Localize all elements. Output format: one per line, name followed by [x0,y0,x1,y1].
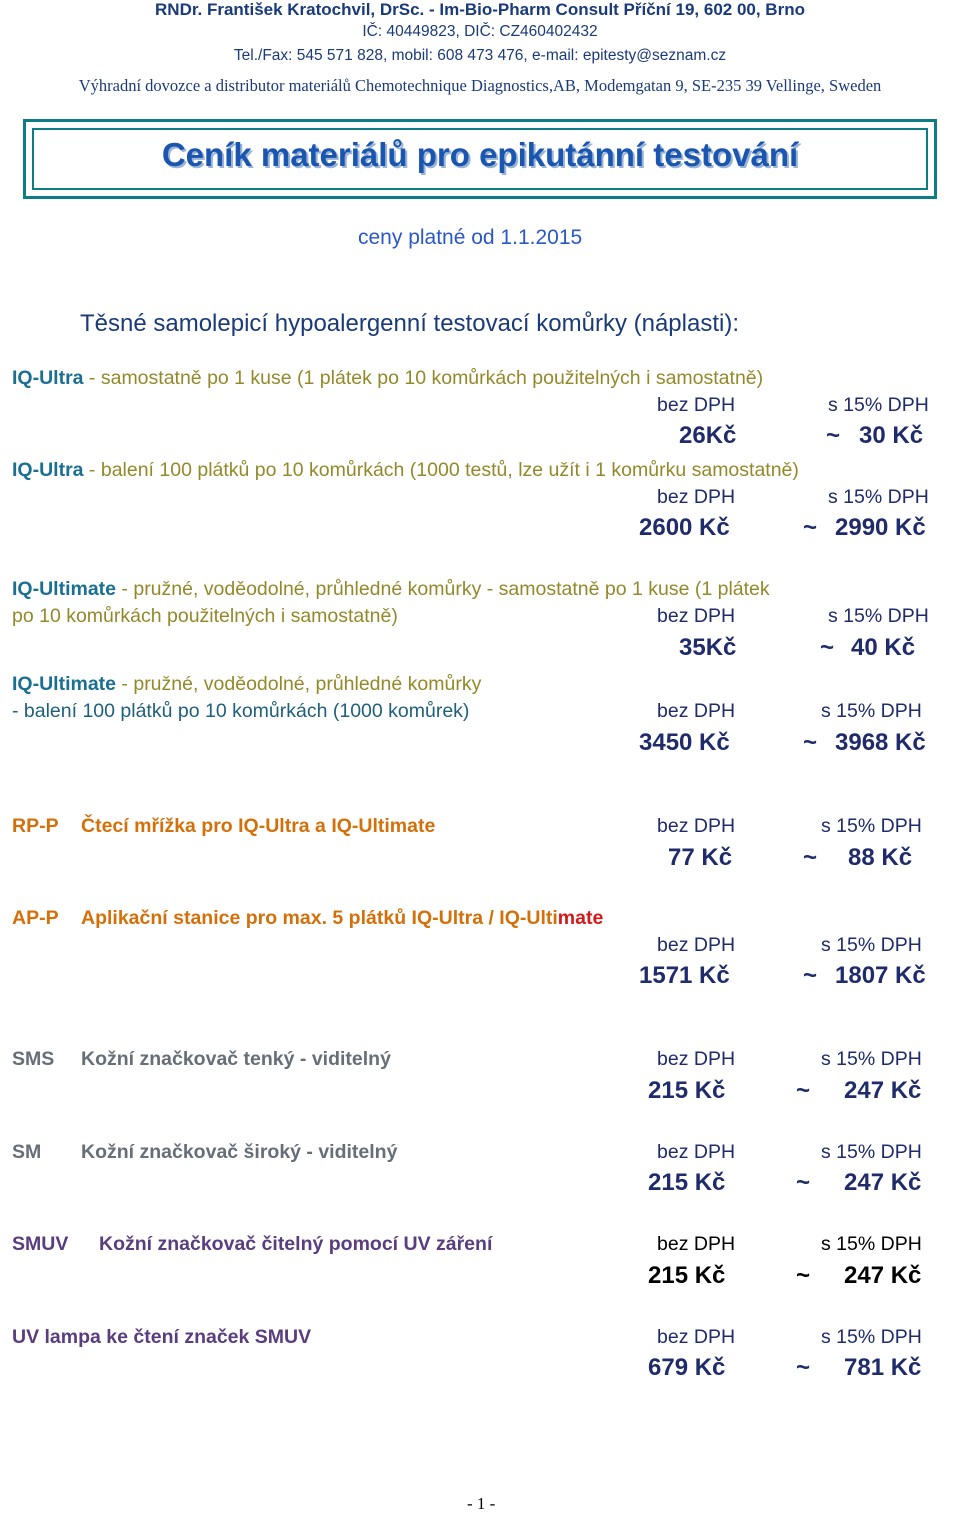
gross-label: s 15% DPH [821,934,922,956]
item-code: SMS [12,1048,55,1070]
gross-label: s 15% DPH [821,1141,922,1163]
net-label: bez DPH [657,934,736,956]
item-description: - pružné, voděodolné, průhledné komůrky … [116,578,770,600]
item-smuv-description: Kožní značkovač čitelný pomocí UV záření [99,1233,493,1255]
item-iq-ultimate-pack: IQ-Ultimate - pružné, voděodolné, průhle… [12,673,481,696]
header-distributor-line: Výhradní dovozce a distributor materiálů… [78,76,882,95]
item-code: IQ-Ultimate [12,578,117,600]
section-title: Těsné samolepicí hypoalergenní testovací… [80,310,739,337]
validity-date: ceny platné od 1.1.2015 [358,226,583,249]
gross-price: 781 Kč [844,1354,922,1381]
approx-sign: ~ [803,844,818,871]
item-iq-ultra-pack: IQ-Ultra - balení 100 plátků po 10 komůr… [12,459,799,482]
item-code: IQ-Ultra [12,367,84,389]
gross-label: s 15% DPH [821,1233,922,1255]
approx-sign: ~ [796,1169,811,1196]
gross-price: 30 Kč [859,422,924,449]
item-description-cont: - balení 100 plátků po 10 komůrkách (100… [12,700,470,722]
approx-sign: ~ [803,514,818,541]
net-label: bez DPH [657,1233,736,1255]
item-code: SMUV [12,1233,69,1255]
net-price: 3450 Kč [639,729,730,756]
net-price: 215 Kč [648,1077,726,1104]
net-price: 35Kč [679,634,737,661]
gross-price: 1807 Kč [835,962,926,989]
net-label: bez DPH [657,1326,736,1348]
gross-label: s 15% DPH [821,1048,922,1070]
item-sms-description: Kožní značkovač tenký - viditelný [81,1048,391,1070]
item-code: RP-P [12,815,59,837]
item-rp-p-description: Čtecí mřížka pro IQ-Ultra a IQ-Ultimate [81,815,436,837]
net-price: 26Kč [679,422,737,449]
gross-price: 247 Kč [844,1169,922,1196]
item-description: - samostatně po 1 kuse (1 plátek po 10 k… [83,367,764,389]
gross-price: 247 Kč [844,1262,922,1289]
net-label: bez DPH [657,815,736,837]
gross-price: 40 Kč [851,634,916,661]
approx-sign: ~ [796,1077,811,1104]
item-description: - pružné, voděodolné, průhledné komůrky [116,673,482,695]
item-code: SM [12,1141,42,1163]
net-price: 215 Kč [648,1262,726,1289]
approx-sign: ~ [803,962,818,989]
gross-label: s 15% DPH [828,486,929,508]
net-price: 679 Kč [648,1354,726,1381]
net-price: 1571 Kč [639,962,730,989]
net-label: bez DPH [657,605,736,627]
approx-sign: ~ [826,422,841,449]
gross-price: 247 Kč [844,1077,922,1104]
item-description: - balení 100 plátků po 10 komůrkách (100… [83,459,799,481]
item-ap-p-description: Aplikační stanice pro max. 5 plátků IQ-U… [81,907,604,929]
gross-label: s 15% DPH [828,394,929,416]
item-iq-ultimate-single: IQ-Ultimate - pružné, voděodolné, průhle… [12,578,770,601]
item-code: IQ-Ultimate [12,673,117,695]
item-code: IQ-Ultra [12,459,84,481]
item-description-cont: po 10 komůrkách použitelných i samostatn… [12,605,398,627]
gross-label: s 15% DPH [821,1326,922,1348]
net-price: 215 Kč [648,1169,726,1196]
item-code: AP-P [12,907,59,929]
page-number: - 1 - [467,1494,496,1513]
approx-sign: ~ [803,729,818,756]
title-frame [23,119,937,199]
gross-label: s 15% DPH [821,815,922,837]
net-label: bez DPH [657,700,736,722]
net-label: bez DPH [657,1141,736,1163]
gross-price: 3968 Kč [835,729,926,756]
item-sm-description: Kožní značkovač široký - viditelný [81,1141,398,1163]
item-uv-lamp-description: UV lampa ke čtení značek SMUV [12,1326,312,1348]
header-company-line: RNDr. František Kratochvil, DrSc. - Im-B… [155,0,805,19]
net-price: 2600 Kč [639,514,730,541]
approx-sign: ~ [796,1262,811,1289]
gross-label: s 15% DPH [821,700,922,722]
approx-sign: ~ [820,634,835,661]
gross-label: s 15% DPH [828,605,929,627]
net-label: bez DPH [657,486,736,508]
net-price: 77 Kč [668,844,733,871]
approx-sign: ~ [796,1354,811,1381]
header-ids-line: IČ: 40449823, DIČ: CZ460402432 [362,23,598,40]
header-contact-line: Tel./Fax: 545 571 828, mobil: 608 473 47… [233,47,727,64]
page-title: Ceník materiálů pro epikutánní testování [161,136,799,173]
gross-price: 88 Kč [848,844,913,871]
item-iq-ultra-single: IQ-Ultra - samostatně po 1 kuse (1 pláte… [12,367,763,390]
net-label: bez DPH [657,1048,736,1070]
net-label: bez DPH [657,394,736,416]
gross-price: 2990 Kč [835,514,926,541]
